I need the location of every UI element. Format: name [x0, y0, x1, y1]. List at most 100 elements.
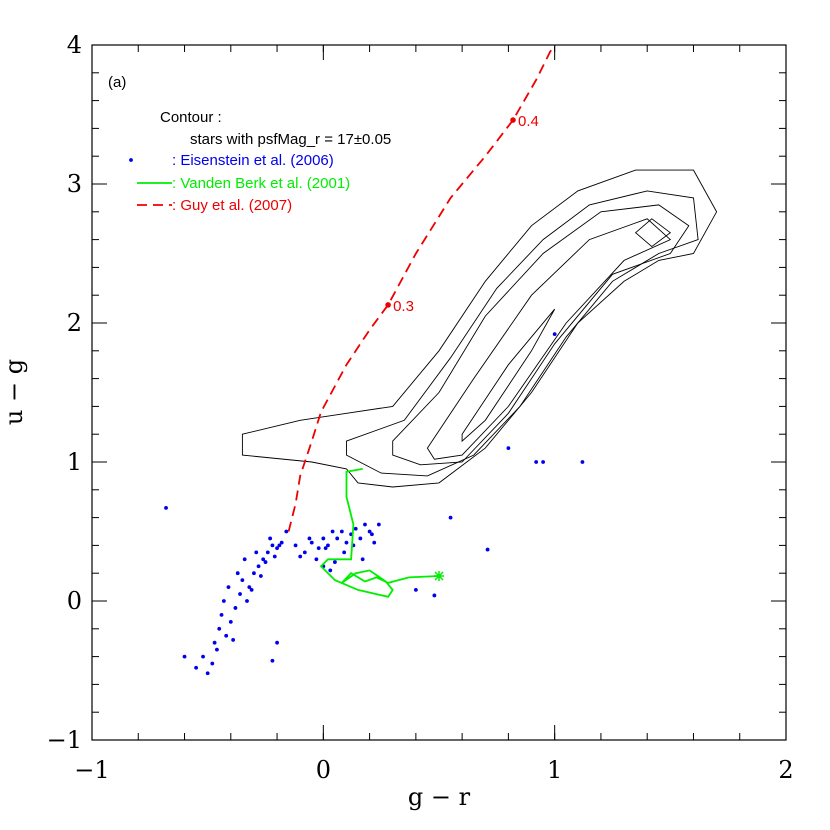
- data-point: [358, 536, 363, 541]
- data-point: [217, 626, 222, 631]
- x-tick-label: 0: [316, 756, 331, 784]
- data-point: [231, 638, 236, 642]
- data-point: [164, 505, 168, 510]
- data-point: [182, 654, 187, 659]
- annotation: 0.4: [518, 113, 539, 130]
- data-point: [330, 529, 335, 534]
- data-point: [367, 529, 372, 534]
- data-point: [370, 532, 374, 537]
- data-point: [534, 460, 539, 464]
- data-point: [309, 540, 314, 545]
- x-tick-label: 1: [547, 756, 562, 784]
- x-label: g − r: [408, 783, 471, 811]
- contour: [241, 169, 718, 488]
- data-point: [333, 560, 337, 564]
- data-point: [552, 332, 557, 337]
- data-point: [235, 571, 240, 576]
- data-point: [506, 446, 511, 450]
- data-point: [219, 613, 224, 617]
- data-point: [221, 599, 226, 603]
- data-point: [360, 557, 365, 562]
- contour: [634, 218, 672, 248]
- data-point: [314, 557, 319, 562]
- x-tick-label: 2: [778, 756, 793, 784]
- data-point: [256, 564, 261, 569]
- data-point: [277, 543, 282, 548]
- data-point: [247, 585, 252, 589]
- data-point: [293, 543, 298, 548]
- data-point: [376, 522, 381, 527]
- data-point: [307, 536, 312, 541]
- data-point: [201, 654, 205, 659]
- data-point: [270, 543, 275, 548]
- y-tick-label: 0: [67, 587, 82, 615]
- contour: [346, 190, 699, 477]
- y-tick-label: −1: [47, 726, 82, 754]
- data-point: [265, 550, 270, 555]
- data-point: [316, 546, 321, 551]
- data-point: [363, 522, 367, 527]
- legend-label: : Vanden Berk et al. (2001): [172, 175, 350, 192]
- data-point: [339, 529, 344, 534]
- data-point: [279, 540, 284, 545]
- data-point: [245, 599, 249, 603]
- y-label: u − g: [0, 359, 28, 425]
- data-point: [263, 560, 268, 564]
- annotation: 0.3: [393, 298, 414, 315]
- data-point: [224, 633, 229, 638]
- data-point: [541, 460, 545, 464]
- data-point: [226, 585, 231, 589]
- data-point: [205, 671, 210, 676]
- data-point: [328, 568, 333, 573]
- data-point: [268, 536, 273, 541]
- contour: [461, 308, 556, 443]
- data-point: [344, 540, 349, 545]
- data-point: [254, 550, 259, 555]
- data-point: [432, 593, 437, 598]
- y-tick-label: 3: [67, 170, 82, 198]
- data-point: [215, 647, 219, 652]
- x-tick-label: −1: [74, 756, 109, 784]
- data-point: [342, 550, 347, 555]
- legend-marker: [129, 158, 133, 162]
- data-point: [233, 606, 238, 610]
- data-point: [372, 540, 377, 545]
- data-point: [240, 578, 245, 583]
- legend-label: : Guy et al. (2007): [172, 197, 292, 214]
- contour: [392, 204, 690, 466]
- data-point: [323, 546, 328, 551]
- series-line: [287, 44, 556, 532]
- y-tick-label: 1: [67, 448, 82, 476]
- data-point: [413, 587, 418, 592]
- contour-title: Contour :: [160, 109, 222, 126]
- track-start: [434, 570, 444, 581]
- redshift-marker: [385, 302, 391, 308]
- data-point: [238, 592, 242, 596]
- contour: [426, 218, 672, 460]
- data-point: [272, 554, 277, 559]
- data-point: [335, 536, 340, 541]
- data-point: [258, 574, 263, 578]
- data-point: [242, 557, 247, 562]
- y-tick-label: 2: [67, 309, 82, 337]
- data-point: [298, 554, 303, 559]
- data-point: [275, 640, 279, 645]
- contour-desc: stars with psfMag_r = 17±0.05: [190, 131, 391, 148]
- data-point: [212, 640, 217, 645]
- data-point: [580, 460, 585, 464]
- data-point: [261, 557, 266, 562]
- data-point: [228, 619, 233, 624]
- data-point: [326, 543, 330, 548]
- data-point: [485, 547, 490, 552]
- legend-label: : Eisenstein et al. (2006): [172, 152, 334, 169]
- panel-label: (a): [108, 74, 126, 91]
- data-point: [284, 529, 289, 534]
- data-point: [194, 665, 199, 670]
- data-point: [210, 661, 215, 666]
- data-point: [249, 587, 254, 592]
- data-point: [270, 658, 275, 663]
- y-tick-label: 4: [67, 31, 82, 59]
- series-line: [319, 468, 440, 598]
